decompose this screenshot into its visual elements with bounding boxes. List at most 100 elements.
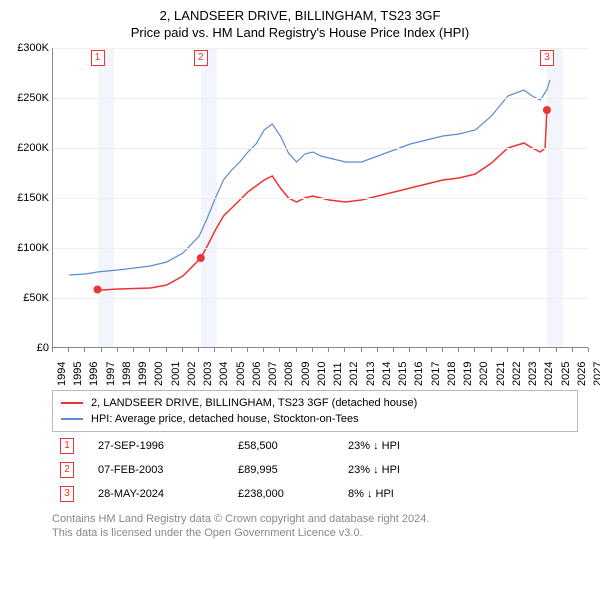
x-tick-mark — [166, 348, 167, 352]
sale-dot — [543, 106, 551, 114]
x-tick-mark — [117, 348, 118, 352]
x-tick-label: 2009 — [300, 362, 312, 386]
y-tick-label: £200K — [11, 142, 49, 154]
y-tick-label: £250K — [11, 92, 49, 104]
y-gridline — [53, 98, 588, 99]
sale-delta: 23% ↓ HPI — [348, 464, 400, 476]
price-chart-panel: 2, LANDSEER DRIVE, BILLINGHAM, TS23 3GF … — [0, 0, 600, 547]
y-gridline — [53, 248, 588, 249]
x-tick-label: 1994 — [56, 362, 68, 386]
sale-date: 07-FEB-2003 — [98, 464, 238, 476]
y-tick-label: £0 — [11, 342, 49, 354]
x-tick-mark — [279, 348, 280, 352]
y-gridline — [53, 298, 588, 299]
x-tick-label: 2027 — [592, 362, 600, 386]
x-tick-label: 2000 — [153, 362, 165, 386]
x-tick-mark — [409, 348, 410, 352]
x-tick-label: 2026 — [576, 362, 588, 386]
legend-box: 2, LANDSEER DRIVE, BILLINGHAM, TS23 3GF … — [52, 390, 578, 432]
x-tick-label: 2024 — [543, 362, 555, 386]
y-gridline — [53, 198, 588, 199]
x-tick-label: 1997 — [105, 362, 117, 386]
chart-title-subtitle: Price paid vs. HM Land Registry's House … — [10, 25, 590, 40]
sale-marker: 3 — [60, 486, 74, 502]
footer-line2: This data is licensed under the Open Gov… — [52, 526, 578, 540]
y-tick-label: £300K — [11, 42, 49, 54]
x-tick-label: 1995 — [72, 362, 84, 386]
x-tick-label: 2014 — [381, 362, 393, 386]
plot-wrap: £0£50K£100K£150K£200K£250K£300K123 19941… — [52, 48, 578, 388]
x-tick-label: 2016 — [413, 362, 425, 386]
x-tick-mark — [149, 348, 150, 352]
sales-list: 1 27-SEP-1996£58,50023% ↓ HPI 2 07-FEB-2003… — [10, 432, 590, 504]
x-tick-mark — [133, 348, 134, 352]
footer-line1: Contains HM Land Registry data © Crown c… — [52, 512, 578, 526]
x-tick-mark — [84, 348, 85, 352]
x-tick-mark — [182, 348, 183, 352]
x-tick-mark — [458, 348, 459, 352]
annotation-marker: 1 — [91, 50, 105, 66]
x-tick-label: 2020 — [478, 362, 490, 386]
sale-marker: 2 — [60, 462, 74, 478]
x-tick-label: 2012 — [348, 362, 360, 386]
legend-swatch — [61, 402, 83, 404]
x-tick-label: 2017 — [430, 362, 442, 386]
x-tick-label: 2010 — [316, 362, 328, 386]
x-tick-label: 2001 — [170, 362, 182, 386]
x-tick-mark — [68, 348, 69, 352]
x-tick-mark — [198, 348, 199, 352]
sale-marker: 1 — [60, 438, 74, 454]
legend-row: HPI: Average price, detached house, Stoc… — [61, 411, 569, 427]
y-tick-label: £50K — [11, 292, 49, 304]
annotation-marker: 2 — [194, 50, 208, 66]
x-tick-label: 2015 — [397, 362, 409, 386]
legend-swatch — [61, 418, 83, 420]
x-tick-mark — [361, 348, 362, 352]
x-tick-label: 1996 — [88, 362, 100, 386]
sale-price: £58,500 — [238, 440, 348, 452]
sale-date: 28-MAY-2024 — [98, 488, 238, 500]
annotation-marker: 3 — [540, 50, 554, 66]
sale-row: 2 07-FEB-2003£89,99523% ↓ HPI — [52, 456, 578, 480]
x-tick-label: 2019 — [462, 362, 474, 386]
sale-price: £89,995 — [238, 464, 348, 476]
x-tick-mark — [588, 348, 589, 352]
x-tick-mark — [101, 348, 102, 352]
x-tick-label: 2018 — [446, 362, 458, 386]
x-tick-mark — [556, 348, 557, 352]
y-tick-label: £150K — [11, 192, 49, 204]
x-tick-label: 2006 — [251, 362, 263, 386]
x-tick-label: 2002 — [186, 362, 198, 386]
sale-row: 328-MAY-2024£238,0008% ↓ HPI — [52, 480, 578, 504]
y-tick-label: £100K — [11, 242, 49, 254]
x-tick-mark — [263, 348, 264, 352]
x-tick-label: 2005 — [235, 362, 247, 386]
x-tick-label: 2025 — [560, 362, 572, 386]
x-tick-label: 2011 — [332, 362, 344, 386]
x-tick-mark — [312, 348, 313, 352]
x-tick-mark — [539, 348, 540, 352]
y-gridline — [53, 48, 588, 49]
chart-title-address: 2, LANDSEER DRIVE, BILLINGHAM, TS23 3GF — [10, 8, 590, 23]
legend-label: 2, LANDSEER DRIVE, BILLINGHAM, TS23 3GF … — [91, 397, 417, 409]
x-tick-mark — [247, 348, 248, 352]
x-tick-label: 2023 — [527, 362, 539, 386]
series-line-hpi — [69, 80, 550, 275]
x-tick-mark — [474, 348, 475, 352]
x-tick-mark — [344, 348, 345, 352]
x-tick-label: 2022 — [511, 362, 523, 386]
plot-area: £0£50K£100K£150K£200K£250K£300K123 — [52, 48, 588, 348]
footer-attribution: Contains HM Land Registry data © Crown c… — [52, 512, 578, 541]
sale-dot — [94, 286, 102, 294]
x-tick-mark — [377, 348, 378, 352]
sale-delta: 23% ↓ HPI — [348, 440, 400, 452]
x-tick-mark — [52, 348, 53, 352]
sale-delta: 8% ↓ HPI — [348, 488, 394, 500]
y-gridline — [53, 148, 588, 149]
x-tick-mark — [491, 348, 492, 352]
x-tick-mark — [426, 348, 427, 352]
x-tick-mark — [442, 348, 443, 352]
x-tick-label: 2021 — [495, 362, 507, 386]
sale-date: 27-SEP-1996 — [98, 440, 238, 452]
x-tick-mark — [214, 348, 215, 352]
